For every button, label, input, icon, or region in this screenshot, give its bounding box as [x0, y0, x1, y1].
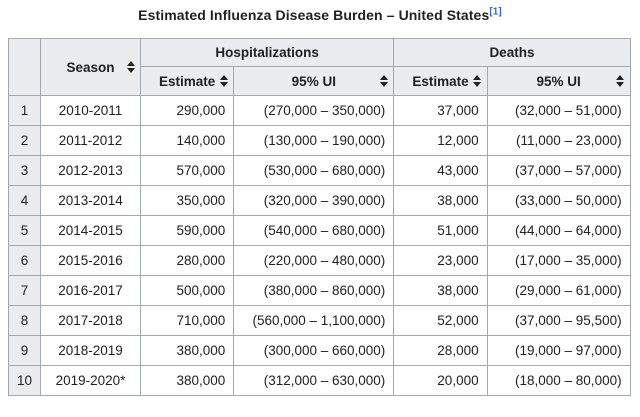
row-number: 10	[7, 365, 42, 396]
deaths-ui-cell: (29,000 – 61,000)	[486, 275, 631, 306]
table-row: 10 2019-2020* 380,000 (312,000 – 630,000…	[7, 365, 631, 396]
hosp-ui-cell: (540,000 – 680,000)	[233, 215, 395, 246]
hosp-estimate-cell: 280,000	[140, 245, 235, 276]
column-header-season[interactable]: Season	[40, 38, 142, 96]
hosp-estimate-cell: 710,000	[140, 305, 235, 336]
deaths-ui-cell: (37,000 – 95,500)	[486, 305, 631, 336]
table-row: 1 2010-2011 290,000 (270,000 – 350,000) …	[7, 95, 631, 126]
page-title: Estimated Influenza Disease Burden – Uni…	[0, 7, 640, 23]
deaths-estimate-cell: 51,000	[393, 215, 488, 246]
season-cell: 2012-2013	[40, 155, 142, 186]
header-group-row: Season Hospitalizations Deaths	[7, 38, 631, 96]
hosp-estimate-cell: 590,000	[140, 215, 235, 246]
season-cell: 2016-2017	[40, 275, 142, 306]
deaths-estimate-cell: 38,000	[393, 185, 488, 216]
season-cell: 2017-2018	[40, 305, 142, 336]
ui-header-label: 95% UI	[291, 73, 336, 89]
deaths-ui-cell: (18,000 – 80,000)	[486, 365, 631, 396]
reference-link[interactable]: [1]	[489, 6, 502, 18]
hosp-ui-cell: (320,000 – 390,000)	[233, 185, 395, 216]
hosp-ui-cell: (560,000 – 1,100,000)	[233, 305, 395, 336]
hosp-ui-cell: (300,000 – 660,000)	[233, 335, 395, 366]
deaths-ui-cell: (44,000 – 64,000)	[486, 215, 631, 246]
deaths-estimate-cell: 43,000	[393, 155, 488, 186]
hosp-estimate-cell: 380,000	[140, 365, 235, 396]
column-header-hosp-ui[interactable]: 95% UI	[233, 66, 395, 96]
hosp-ui-cell: (312,000 – 630,000)	[233, 365, 395, 396]
sort-icon	[616, 75, 625, 87]
table-row: 6 2015-2016 280,000 (220,000 – 480,000) …	[7, 245, 631, 276]
row-number: 4	[7, 185, 42, 216]
title-text: Estimated Influenza Disease Burden – Uni…	[138, 7, 490, 23]
season-cell: 2019-2020*	[40, 365, 142, 396]
hosp-estimate-cell: 570,000	[140, 155, 235, 186]
sort-icon	[219, 75, 228, 87]
ui-header-label: 95% UI	[536, 73, 581, 89]
table-row: 7 2016-2017 500,000 (380,000 – 860,000) …	[7, 275, 631, 306]
sort-icon	[379, 75, 388, 87]
hosp-estimate-cell: 290,000	[140, 95, 235, 126]
deaths-ui-cell: (37,000 – 57,000)	[486, 155, 631, 186]
hosp-ui-cell: (270,000 – 350,000)	[233, 95, 395, 126]
deaths-ui-cell: (32,000 – 51,000)	[486, 95, 631, 126]
deaths-estimate-cell: 28,000	[393, 335, 488, 366]
table-row: 3 2012-2013 570,000 (530,000 – 680,000) …	[7, 155, 631, 186]
row-number: 7	[7, 275, 42, 306]
season-cell: 2018-2019	[40, 335, 142, 366]
deaths-ui-cell: (11,000 – 23,000)	[486, 125, 631, 156]
group-header-deaths: Deaths	[393, 38, 631, 67]
deaths-ui-cell: (33,000 – 50,000)	[486, 185, 631, 216]
hosp-ui-cell: (530,000 – 680,000)	[233, 155, 395, 186]
column-header-hosp-estimate[interactable]: Estimate	[140, 66, 235, 96]
deaths-estimate-cell: 37,000	[393, 95, 488, 126]
table-row: 8 2017-2018 710,000 (560,000 – 1,100,000…	[7, 305, 631, 336]
estimate-header-label: Estimate	[412, 73, 469, 89]
hosp-ui-cell: (220,000 – 480,000)	[233, 245, 395, 276]
group-header-hospitalizations: Hospitalizations	[140, 38, 395, 67]
corner-cell	[7, 38, 42, 96]
hosp-ui-cell: (130,000 – 190,000)	[233, 125, 395, 156]
deaths-estimate-cell: 23,000	[393, 245, 488, 276]
deaths-ui-cell: (17,000 – 35,000)	[486, 245, 631, 276]
hosp-estimate-cell: 140,000	[140, 125, 235, 156]
hosp-estimate-cell: 380,000	[140, 335, 235, 366]
row-number: 9	[7, 335, 42, 366]
season-cell: 2011-2012	[40, 125, 142, 156]
table-row: 4 2013-2014 350,000 (320,000 – 390,000) …	[7, 185, 631, 216]
row-number: 2	[7, 125, 42, 156]
table-row: 9 2018-2019 380,000 (300,000 – 660,000) …	[7, 335, 631, 366]
deaths-estimate-cell: 52,000	[393, 305, 488, 336]
deaths-estimate-cell: 38,000	[393, 275, 488, 306]
header-sub-row: Estimate 95% UI Estimate 95% UI	[9, 66, 631, 96]
season-cell: 2015-2016	[40, 245, 142, 276]
hosp-ui-cell: (380,000 – 860,000)	[233, 275, 395, 306]
deaths-estimate-cell: 12,000	[393, 125, 488, 156]
deaths-ui-cell: (19,000 – 97,000)	[486, 335, 631, 366]
season-cell: 2010-2011	[40, 95, 142, 126]
estimate-header-label: Estimate	[159, 73, 216, 89]
table-row: 5 2014-2015 590,000 (540,000 – 680,000) …	[7, 215, 631, 246]
influenza-burden-table: Season Hospitalizations Deaths Estimate …	[7, 38, 631, 396]
hosp-estimate-cell: 350,000	[140, 185, 235, 216]
hosp-estimate-cell: 500,000	[140, 275, 235, 306]
column-header-deaths-ui[interactable]: 95% UI	[486, 66, 631, 96]
sort-icon	[473, 75, 482, 87]
row-number: 5	[7, 215, 42, 246]
row-number: 8	[7, 305, 42, 336]
sort-icon	[126, 61, 135, 73]
season-cell: 2013-2014	[40, 185, 142, 216]
deaths-estimate-cell: 20,000	[393, 365, 488, 396]
season-cell: 2014-2015	[40, 215, 142, 246]
row-number: 1	[7, 95, 42, 126]
row-number: 6	[7, 245, 42, 276]
column-header-deaths-estimate[interactable]: Estimate	[393, 66, 488, 96]
row-number: 3	[7, 155, 42, 186]
table-row: 2 2011-2012 140,000 (130,000 – 190,000) …	[7, 125, 631, 156]
season-header-label: Season	[66, 59, 115, 75]
